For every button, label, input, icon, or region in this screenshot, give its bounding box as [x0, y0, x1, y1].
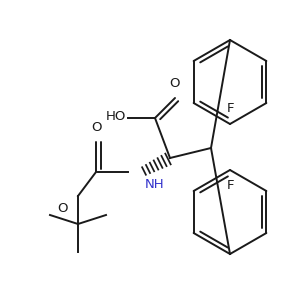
Text: O: O: [58, 202, 68, 215]
Text: F: F: [226, 179, 234, 192]
Text: O: O: [170, 77, 180, 90]
Text: NH: NH: [145, 178, 165, 191]
Text: O: O: [92, 121, 102, 134]
Text: F: F: [226, 102, 234, 115]
Text: HO: HO: [105, 110, 126, 124]
